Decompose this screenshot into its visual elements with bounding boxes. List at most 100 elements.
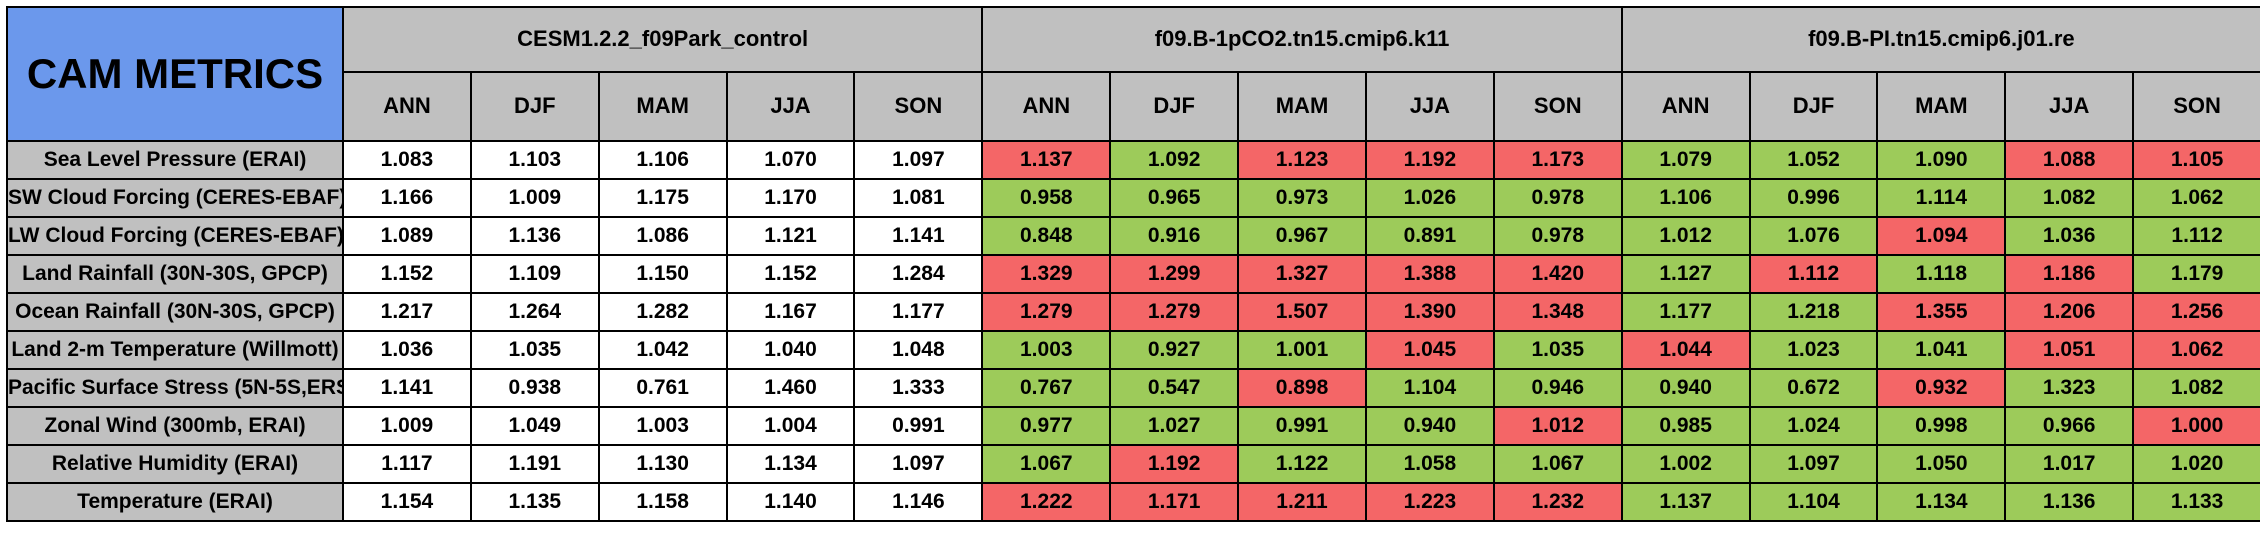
metric-cell: 1.017 — [2004, 444, 2135, 484]
season-header: MAM — [1876, 70, 2007, 143]
metric-cell: 1.083 — [342, 140, 472, 180]
metric-cell: 1.264 — [469, 292, 600, 332]
metric-cell: 1.179 — [2132, 254, 2260, 294]
metric-cell: 1.067 — [1492, 444, 1623, 484]
metric-cell: 0.965 — [1109, 178, 1240, 218]
metric-cell: 1.130 — [597, 444, 728, 484]
metric-cell: 1.136 — [2004, 482, 2135, 522]
table-row: SW Cloud Forcing (CERES-EBAF) 1.166 1.009 1… — [6, 178, 2260, 218]
metric-cell: 1.191 — [469, 444, 600, 484]
metric-cell: 0.848 — [981, 216, 1112, 256]
metric-cell: 1.171 — [1109, 482, 1240, 522]
season-header: ANN — [1620, 70, 1751, 143]
metric-cell: 1.062 — [2132, 330, 2260, 370]
metric-cell: 1.154 — [342, 482, 472, 522]
metric-cell: 1.082 — [2132, 368, 2260, 408]
metric-cell: 0.940 — [1364, 406, 1495, 446]
metric-cell: 1.081 — [853, 178, 984, 218]
metric-cell: 1.222 — [981, 482, 1112, 522]
season-header: ANN — [342, 70, 472, 143]
season-header: JJA — [1364, 70, 1495, 143]
metric-cell: 1.090 — [1876, 140, 2007, 180]
metric-cell: 1.041 — [1876, 330, 2007, 370]
table-row: Sea Level Pressure (ERAI) 1.083 1.103 1.106… — [6, 140, 2260, 180]
metric-cell: 1.086 — [597, 216, 728, 256]
case-header: f09.B-PI.tn15.cmip6.j01.re — [1620, 6, 2260, 73]
metric-cell: 1.390 — [1364, 292, 1495, 332]
metric-cell: 0.977 — [981, 406, 1112, 446]
metric-cell: 0.927 — [1109, 330, 1240, 370]
metric-cell: 1.348 — [1492, 292, 1623, 332]
metric-cell: 1.135 — [469, 482, 600, 522]
metric-cell: 1.146 — [853, 482, 984, 522]
metric-cell: 1.076 — [1748, 216, 1879, 256]
metric-cell: 0.978 — [1492, 216, 1623, 256]
metric-cell: 1.035 — [469, 330, 600, 370]
metric-cell: 1.104 — [1748, 482, 1879, 522]
metric-cell: 0.978 — [1492, 178, 1623, 218]
season-header: DJF — [1109, 70, 1240, 143]
season-header: DJF — [1748, 70, 1879, 143]
metric-cell: 1.049 — [469, 406, 600, 446]
metric-cell: 1.000 — [2132, 406, 2260, 446]
metric-cell: 1.103 — [469, 140, 600, 180]
metric-cell: 1.152 — [725, 254, 856, 294]
metric-cell: 0.958 — [981, 178, 1112, 218]
metric-cell: 1.173 — [1492, 140, 1623, 180]
season-header: SON — [2132, 70, 2260, 143]
row-label: Ocean Rainfall (30N-30S, GPCP) — [6, 292, 344, 332]
metric-cell: 1.134 — [1876, 482, 2007, 522]
metric-cell: 1.137 — [981, 140, 1112, 180]
metric-cell: 1.088 — [2004, 140, 2135, 180]
metric-cell: 1.024 — [1748, 406, 1879, 446]
metric-cell: 1.104 — [1364, 368, 1495, 408]
metric-cell: 1.036 — [2004, 216, 2135, 256]
table-row: Land Rainfall (30N-30S, GPCP) 1.152 1.109 1… — [6, 254, 2260, 294]
metric-cell: 1.166 — [342, 178, 472, 218]
table-row: Zonal Wind (300mb, ERAI) 1.009 1.049 1.003 1… — [6, 406, 2260, 446]
metric-cell: 1.062 — [2132, 178, 2260, 218]
metric-cell: 1.097 — [853, 140, 984, 180]
metric-cell: 1.109 — [469, 254, 600, 294]
metric-cell: 1.299 — [1109, 254, 1240, 294]
metric-cell: 1.127 — [1620, 254, 1751, 294]
table-row: Temperature (ERAI) 1.154 1.135 1.158 1.140 1.… — [6, 482, 2260, 522]
metric-cell: 1.133 — [2132, 482, 2260, 522]
metric-cell: 1.177 — [1620, 292, 1751, 332]
metric-cell: 0.938 — [469, 368, 600, 408]
row-label: Land Rainfall (30N-30S, GPCP) — [6, 254, 344, 294]
season-header: JJA — [2004, 70, 2135, 143]
metric-cell: 1.042 — [597, 330, 728, 370]
metric-cell: 1.186 — [2004, 254, 2135, 294]
metric-cell: 1.106 — [597, 140, 728, 180]
case-header: CESM1.2.2_f09Park_control — [341, 6, 984, 73]
metric-cell: 1.136 — [469, 216, 600, 256]
metric-cell: 1.460 — [725, 368, 856, 408]
metric-cell: 1.114 — [1876, 178, 2007, 218]
metric-cell: 1.048 — [853, 330, 984, 370]
row-label: Zonal Wind (300mb, ERAI) — [6, 406, 344, 446]
metric-cell: 0.998 — [1876, 406, 2007, 446]
metric-cell: 1.040 — [725, 330, 856, 370]
metric-cell: 1.170 — [725, 178, 856, 218]
metric-cell: 1.137 — [1620, 482, 1751, 522]
metric-cell: 1.152 — [342, 254, 472, 294]
metric-cell: 1.211 — [1237, 482, 1367, 522]
metric-cell: 1.117 — [342, 444, 472, 484]
season-header: MAM — [597, 70, 728, 143]
metric-cell: 1.097 — [1748, 444, 1879, 484]
metric-cell: 1.009 — [342, 406, 472, 446]
case-header: f09.B-1pCO2.tn15.cmip6.k11 — [981, 6, 1623, 73]
metric-cell: 1.167 — [725, 292, 856, 332]
row-label: Pacific Surface Stress (5N-5S,ERS) — [6, 368, 344, 408]
metric-cell: 0.966 — [2004, 406, 2135, 446]
metric-cell: 1.282 — [597, 292, 728, 332]
metric-cell: 1.112 — [2132, 216, 2260, 256]
metric-cell: 0.767 — [981, 368, 1112, 408]
metric-cell: 1.035 — [1492, 330, 1623, 370]
metric-cell: 0.985 — [1620, 406, 1751, 446]
metric-cell: 1.217 — [342, 292, 472, 332]
metric-cell: 1.051 — [2004, 330, 2135, 370]
metric-cell: 1.158 — [597, 482, 728, 522]
metric-cell: 1.023 — [1748, 330, 1879, 370]
